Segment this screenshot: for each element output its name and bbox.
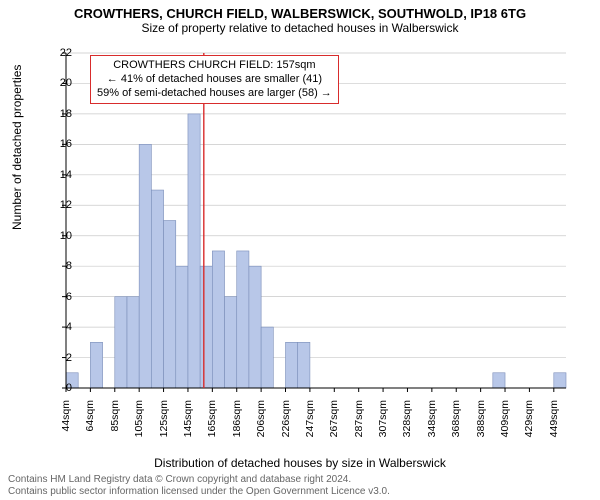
x-tick-label: 226sqm	[280, 400, 292, 450]
x-tick-label: 105sqm	[133, 400, 145, 450]
x-tick-label: 165sqm	[206, 400, 218, 450]
x-tick-label: 247sqm	[304, 400, 316, 450]
chart-container: CROWTHERS, CHURCH FIELD, WALBERSWICK, SO…	[0, 0, 600, 500]
y-tick-label: 2	[52, 352, 72, 364]
x-tick-label: 64sqm	[84, 400, 96, 450]
y-axis-label: Number of detached properties	[10, 65, 24, 230]
annotation-line-2: ← 41% of detached houses are smaller (41…	[97, 73, 332, 87]
y-tick-label: 22	[52, 47, 72, 59]
footer-line-2: Contains public sector information licen…	[8, 486, 390, 498]
x-tick-label: 44sqm	[60, 400, 72, 450]
x-tick-label: 348sqm	[426, 400, 438, 450]
footer-attribution: Contains HM Land Registry data © Crown c…	[8, 474, 390, 498]
y-tick-label: 14	[52, 169, 72, 181]
y-tick-label: 20	[52, 77, 72, 89]
x-tick-label: 186sqm	[231, 400, 243, 450]
chart-title: CROWTHERS, CHURCH FIELD, WALBERSWICK, SO…	[0, 0, 600, 21]
y-tick-label: 4	[52, 321, 72, 333]
x-tick-label: 145sqm	[182, 400, 194, 450]
y-tick-label: 6	[52, 291, 72, 303]
chart-subtitle: Size of property relative to detached ho…	[0, 21, 600, 37]
x-tick-label: 449sqm	[548, 400, 560, 450]
y-tick-label: 8	[52, 260, 72, 272]
y-tick-label: 0	[52, 382, 72, 394]
annotation-box: CROWTHERS CHURCH FIELD: 157sqm ← 41% of …	[90, 55, 339, 104]
annotation-line-3: 59% of semi-detached houses are larger (…	[97, 87, 332, 101]
y-tick-label: 12	[52, 199, 72, 211]
x-tick-label: 206sqm	[255, 400, 267, 450]
x-tick-label: 287sqm	[353, 400, 365, 450]
footer-line-1: Contains HM Land Registry data © Crown c…	[8, 474, 390, 486]
x-tick-label: 429sqm	[523, 400, 535, 450]
x-tick-label: 85sqm	[109, 400, 121, 450]
x-tick-label: 125sqm	[158, 400, 170, 450]
x-tick-label: 328sqm	[401, 400, 413, 450]
x-tick-label: 388sqm	[475, 400, 487, 450]
x-axis-label: Distribution of detached houses by size …	[0, 456, 600, 470]
x-tick-label: 307sqm	[377, 400, 389, 450]
x-tick-label: 267sqm	[328, 400, 340, 450]
y-tick-label: 18	[52, 108, 72, 120]
annotation-line-1: CROWTHERS CHURCH FIELD: 157sqm	[97, 59, 332, 73]
x-tick-label: 368sqm	[450, 400, 462, 450]
x-tick-label: 409sqm	[499, 400, 511, 450]
y-tick-label: 10	[52, 230, 72, 242]
y-tick-label: 16	[52, 138, 72, 150]
